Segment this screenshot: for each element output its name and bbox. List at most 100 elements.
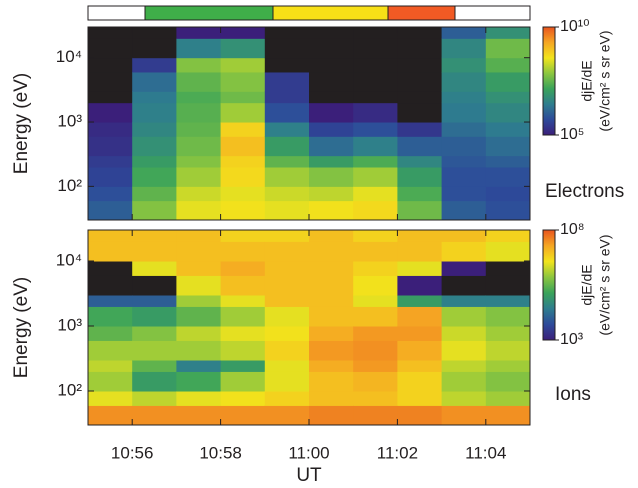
cell: [132, 230, 177, 242]
cell: [176, 230, 222, 242]
cell: [309, 275, 354, 296]
cell: [485, 38, 531, 59]
cell: [353, 200, 398, 221]
cell: [397, 91, 443, 104]
cell: [264, 241, 310, 262]
cell: [485, 57, 531, 73]
cell: [220, 340, 266, 361]
cell: [132, 295, 177, 307]
cell: [264, 391, 310, 406]
cell: [132, 405, 177, 426]
cell: [176, 71, 222, 92]
cell: [441, 57, 487, 73]
cell: [353, 261, 398, 276]
cell: [441, 230, 487, 242]
cell: [132, 57, 177, 73]
cell: [176, 102, 222, 123]
cell: [353, 230, 398, 242]
cell: [132, 306, 177, 327]
cell: [353, 391, 398, 406]
cell: [132, 122, 177, 137]
cell: [441, 155, 487, 168]
cell: [397, 360, 443, 372]
cell: [132, 391, 177, 406]
cell: [220, 261, 266, 276]
cell: [88, 57, 133, 73]
cell: [264, 360, 310, 372]
cell: [88, 230, 133, 242]
cell: [485, 71, 531, 92]
cell: [397, 230, 443, 242]
region: [144, 5, 274, 21]
cell: [309, 261, 354, 276]
cell: [88, 38, 133, 59]
cell: [309, 326, 354, 341]
cell: [88, 241, 133, 262]
cell: [353, 405, 398, 426]
cell: [220, 136, 266, 157]
cell: [353, 136, 398, 157]
cell: [353, 91, 398, 104]
cell: [88, 360, 133, 372]
cell: [397, 326, 443, 341]
cell: [264, 102, 310, 123]
cell: [397, 102, 443, 123]
cell: [88, 371, 133, 392]
cell: [220, 405, 266, 426]
cell: [176, 261, 222, 276]
cell: [397, 371, 443, 392]
cell: [176, 405, 222, 426]
cell: [309, 200, 354, 221]
cell: [88, 71, 133, 92]
cell: [264, 38, 310, 59]
cell: [353, 340, 398, 361]
cell: [485, 405, 531, 426]
cell: [441, 391, 487, 406]
panel-label: Ions: [555, 384, 591, 405]
cell: [88, 405, 133, 426]
cell: [264, 136, 310, 157]
cell: [353, 275, 398, 296]
cell: [485, 230, 531, 242]
x-tick-label: 11:02: [377, 443, 418, 462]
cell: [485, 91, 531, 104]
cell: [176, 27, 222, 39]
cell: [309, 230, 354, 242]
cell: [441, 71, 487, 92]
cell: [353, 306, 398, 327]
cell: [132, 91, 177, 104]
cell: [220, 27, 266, 39]
cell: [485, 340, 531, 361]
cell: [309, 102, 354, 123]
cell: [132, 371, 177, 392]
cell: [353, 155, 398, 168]
cell: [441, 295, 487, 307]
cell: [485, 241, 531, 262]
cell: [88, 306, 133, 327]
cell: [441, 261, 487, 276]
cell: [220, 295, 266, 307]
colorbar-tick-label: 10¹⁰: [560, 18, 590, 35]
cell: [309, 241, 354, 262]
cell: [485, 136, 531, 157]
cell: [397, 186, 443, 202]
cell: [485, 155, 531, 168]
colorbar: [542, 26, 556, 136]
cell: [485, 391, 531, 406]
panel-label: Electrons: [545, 181, 624, 202]
cell: [441, 27, 487, 39]
cell: [397, 27, 443, 39]
cell: [220, 91, 266, 104]
cell: [485, 122, 531, 137]
cell: [441, 186, 487, 202]
cell: [220, 391, 266, 406]
cell: [88, 391, 133, 406]
cell: [220, 326, 266, 341]
cell: [397, 122, 443, 137]
cell: [441, 38, 487, 59]
x-tick-label: 10:58: [199, 443, 242, 462]
cell: [220, 200, 266, 221]
cell: [485, 275, 531, 296]
cell: [220, 241, 266, 262]
cell: [309, 166, 354, 187]
